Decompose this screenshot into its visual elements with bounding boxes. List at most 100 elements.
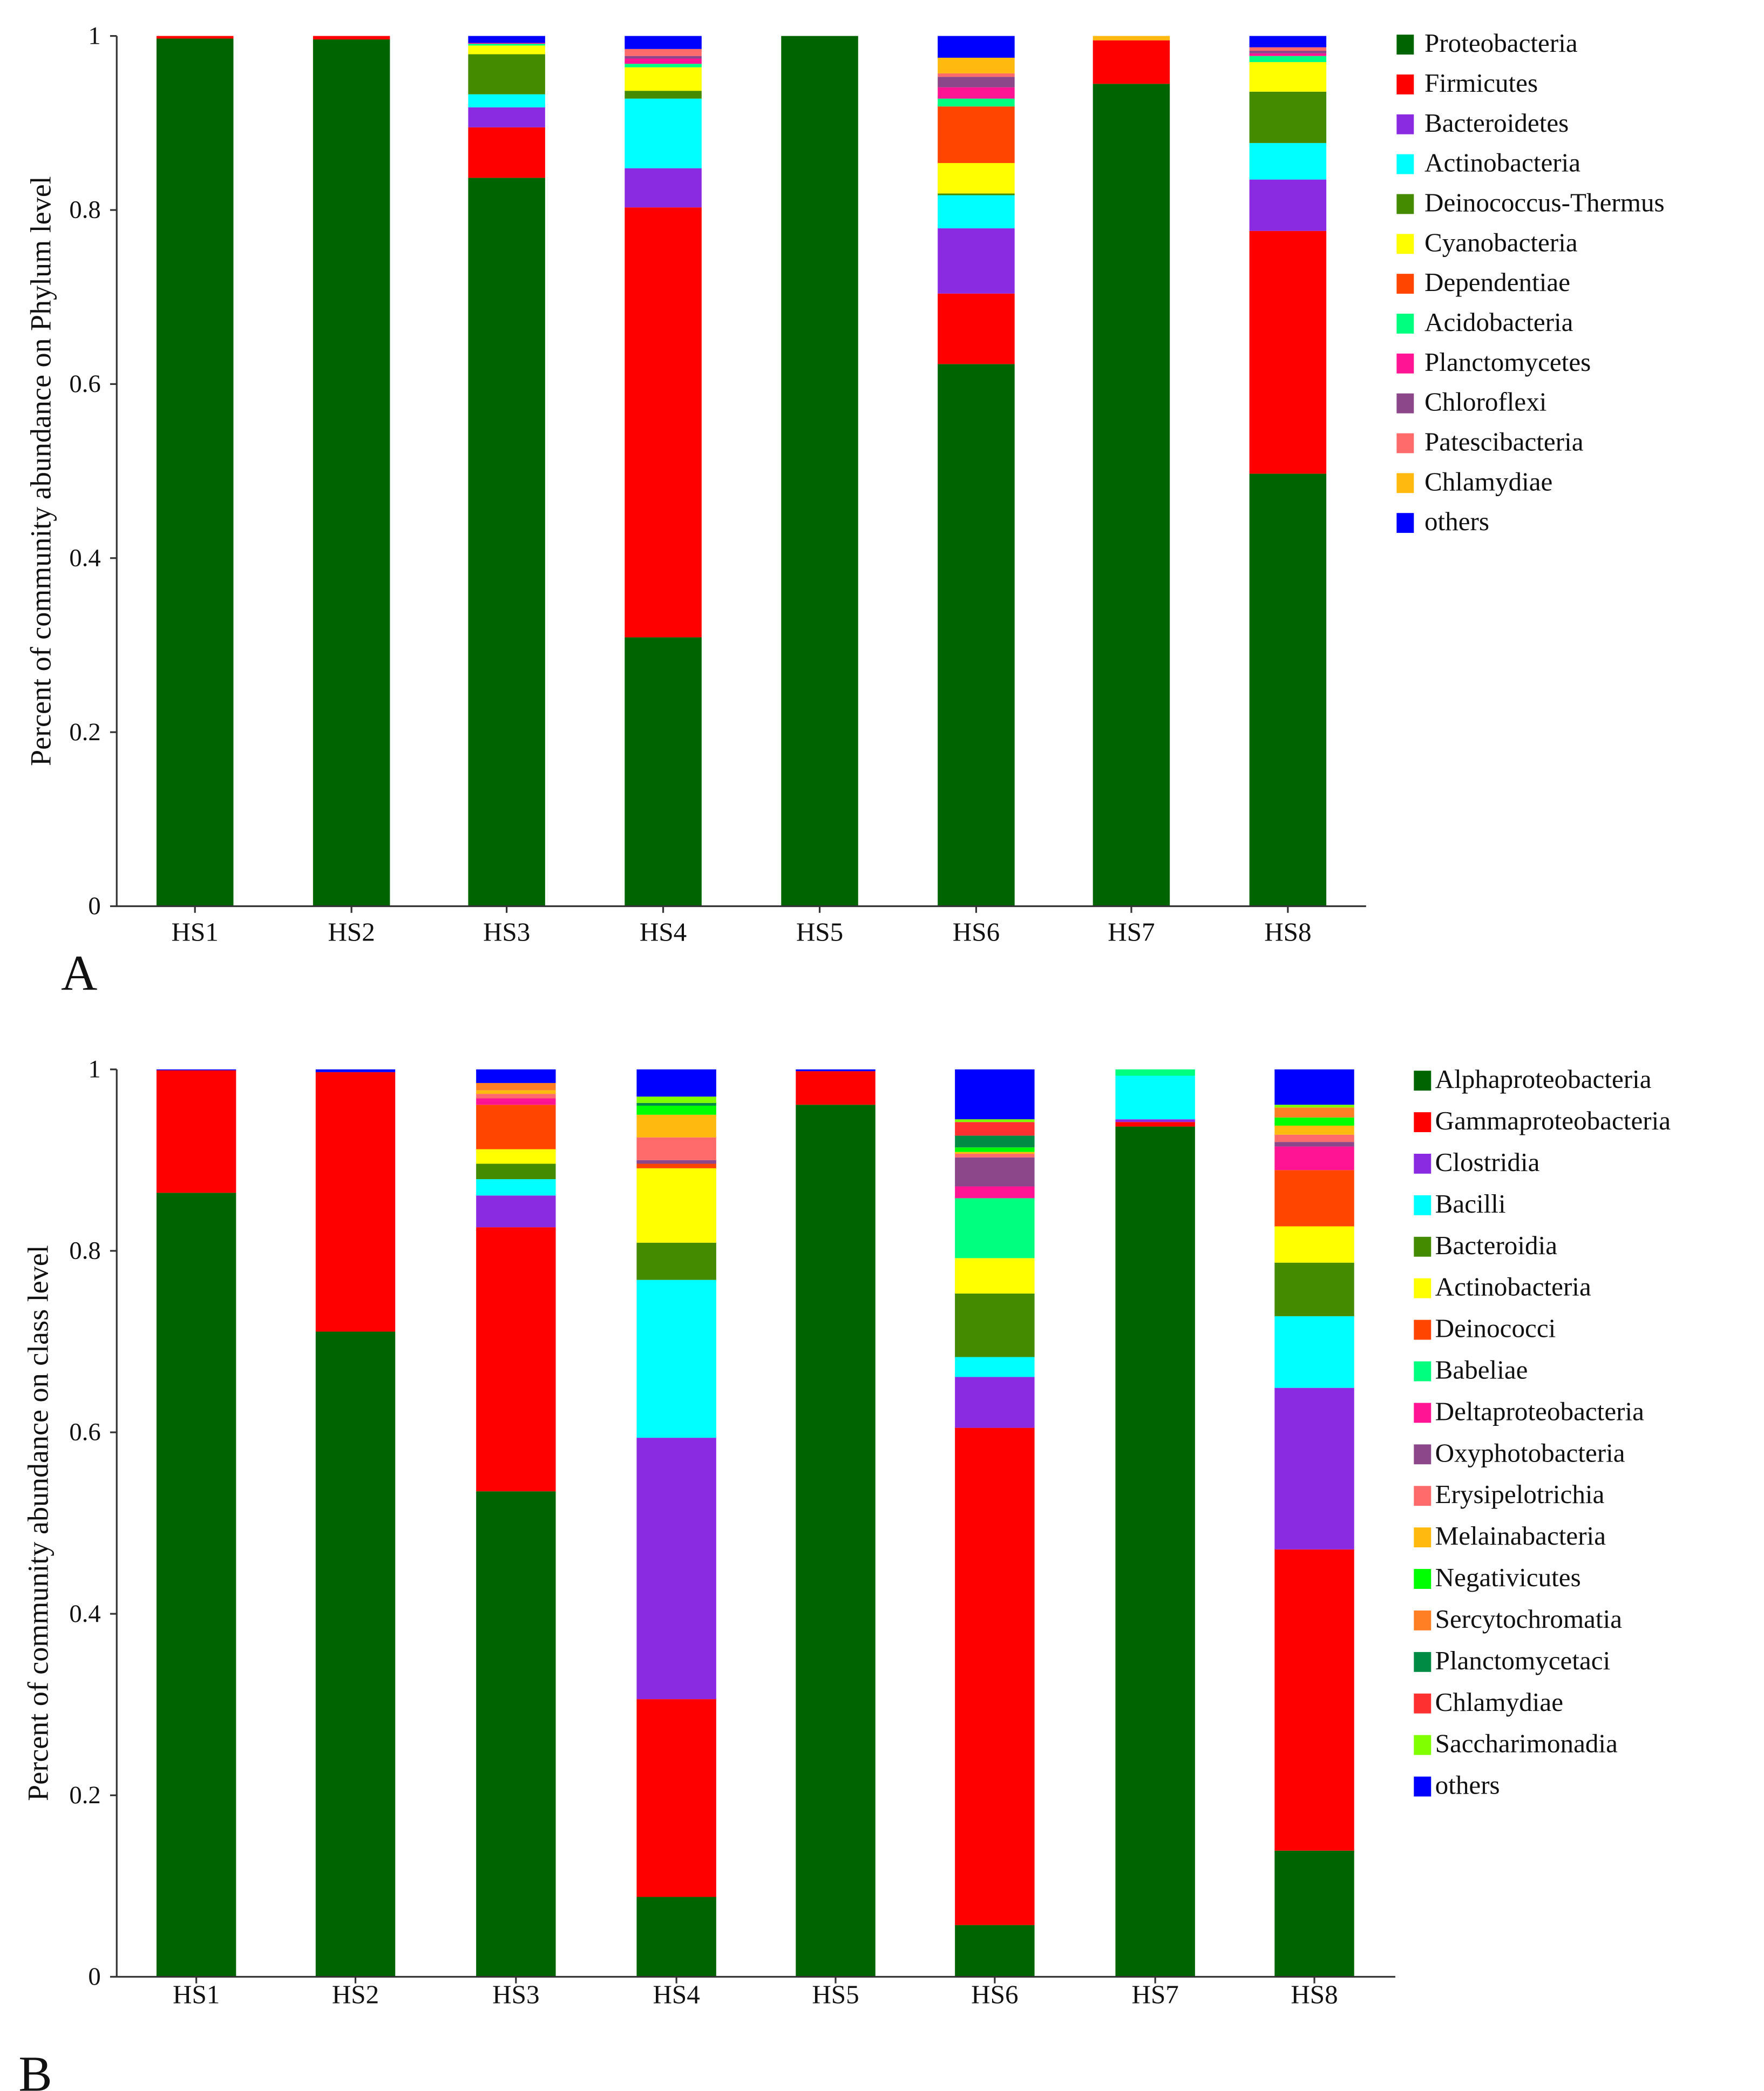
bar-segment-others bbox=[796, 1069, 876, 1072]
bar-segment-cyanobacteria bbox=[1249, 62, 1327, 92]
legend-swatch bbox=[1414, 1444, 1431, 1465]
bar-segment-deltaproteobacteria bbox=[955, 1186, 1035, 1199]
legend-item: Oxyphotobacteria bbox=[1414, 1438, 1625, 1467]
bar-segment-melainabacteria bbox=[1274, 1125, 1354, 1135]
bar-segment-bacteroidetes bbox=[938, 228, 1015, 294]
bar-segment-alphaproteobacteria bbox=[156, 1193, 236, 1977]
bar-hs5 bbox=[796, 1069, 876, 1977]
bar-segment-chlamydiae bbox=[955, 1122, 1035, 1136]
bar-segment-saccharimonadia bbox=[1274, 1105, 1354, 1108]
bar-hs8 bbox=[1274, 1069, 1354, 1977]
legend-swatch bbox=[1396, 154, 1414, 174]
bar-segment-firmicutes bbox=[156, 36, 234, 39]
y-tick-label: 0.8 bbox=[69, 1237, 100, 1265]
bar-segment-proteobacteria bbox=[938, 364, 1015, 906]
bar-segment-chloroflexi bbox=[938, 77, 1015, 87]
legend-swatch bbox=[1396, 353, 1414, 374]
bar-segment-proteobacteria bbox=[156, 38, 234, 906]
legend-label: Melainabacteria bbox=[1435, 1521, 1606, 1551]
bar-segment-alphaproteobacteria bbox=[796, 1105, 876, 1977]
y-tick-label: 0.6 bbox=[69, 370, 100, 398]
legend-label: Chlamydiae bbox=[1435, 1687, 1563, 1717]
bar-segment-firmicutes bbox=[938, 293, 1015, 364]
bar-segment-clostridia bbox=[636, 1438, 716, 1700]
x-tick-label: HS6 bbox=[971, 1980, 1018, 2009]
legend-label: Firmicutes bbox=[1424, 68, 1538, 98]
legend-label: Oxyphotobacteria bbox=[1435, 1438, 1625, 1467]
bar-segment-deinococcus-thermus bbox=[938, 193, 1015, 195]
bar-segment-alphaproteobacteria bbox=[955, 1925, 1035, 1977]
bar-segment-erysipelotrichia bbox=[476, 1094, 556, 1099]
legend-item: Dependentiae bbox=[1396, 267, 1570, 297]
legend-item: Deltaproteobacteria bbox=[1414, 1396, 1644, 1426]
bar-segment-cyanobacteria bbox=[468, 45, 545, 55]
legend-label: Acidobacteria bbox=[1424, 307, 1573, 337]
bar-segment-acidobacteria bbox=[1249, 56, 1327, 62]
bar-hs2 bbox=[315, 1069, 396, 1977]
bar-segment-proteobacteria bbox=[313, 39, 390, 906]
bar-segment-deinococcus-thermus bbox=[1249, 91, 1327, 143]
legend-label: others bbox=[1435, 1770, 1500, 1800]
bar-segment-clostridia bbox=[476, 1195, 556, 1228]
legend-label: Deinococcus-Thermus bbox=[1424, 187, 1665, 217]
bar-segment-others bbox=[476, 1069, 556, 1083]
bar-segment-actinobacteria bbox=[625, 98, 702, 168]
bar-segment-gammaproteobacteria bbox=[636, 1699, 716, 1897]
axis-lines bbox=[116, 36, 1366, 908]
legend-item: Actinobacteria bbox=[1414, 1272, 1591, 1302]
bar-segment-deinococcus-thermus bbox=[625, 91, 702, 99]
bar-hs4 bbox=[625, 36, 702, 906]
legend-swatch bbox=[1414, 1652, 1431, 1672]
legend-swatch bbox=[1396, 513, 1414, 533]
panel-label: A bbox=[61, 945, 97, 1001]
legend-label: Babeliae bbox=[1435, 1355, 1528, 1384]
bar-segment-firmicutes bbox=[468, 127, 545, 178]
bar-segment-clostridia bbox=[955, 1377, 1035, 1428]
bar-segment-chlamydiae bbox=[1093, 36, 1170, 40]
bar-segment-bacteroidia bbox=[1274, 1262, 1354, 1316]
x-tick-label: HS8 bbox=[1264, 917, 1311, 946]
bar-segment-others bbox=[955, 1069, 1035, 1120]
bar-segment-bacteroidia bbox=[476, 1163, 556, 1180]
x-tick-label: HS4 bbox=[640, 917, 687, 946]
bar-segment-others bbox=[468, 36, 545, 43]
bar-segment-firmicutes bbox=[1249, 231, 1327, 474]
bar-segment-actinobacteria bbox=[1274, 1226, 1354, 1263]
bar-segment-sercytochromatia bbox=[1274, 1107, 1354, 1118]
legend-label: Chlamydiae bbox=[1424, 466, 1552, 496]
bar-segment-bacilli bbox=[955, 1357, 1035, 1377]
y-axis-label: Percent of community abundance on class … bbox=[22, 1245, 54, 1801]
legend-swatch bbox=[1414, 1319, 1431, 1340]
bar-segment-saccharimonadia bbox=[636, 1097, 716, 1103]
legend-label: Cyanobacteria bbox=[1424, 227, 1578, 257]
x-tick-label: HS1 bbox=[172, 917, 219, 946]
y-tick-label: 0.8 bbox=[69, 196, 100, 224]
bar-segment-gammaproteobacteria bbox=[796, 1071, 876, 1105]
legend-label: Negativicutes bbox=[1435, 1562, 1581, 1592]
bar-segment-others bbox=[1249, 36, 1327, 48]
bar-segment-gammaproteobacteria bbox=[476, 1227, 556, 1492]
x-tick-label: HS2 bbox=[332, 1980, 379, 2009]
bar-segment-melainabacteria bbox=[955, 1152, 1035, 1154]
bar-segment-alphaproteobacteria bbox=[476, 1491, 556, 1977]
x-tick-label: HS6 bbox=[953, 917, 1000, 946]
legend-label: Gammaproteobacteria bbox=[1435, 1106, 1671, 1135]
bar-hs4 bbox=[636, 1069, 716, 1977]
legend-item: Patescibacteria bbox=[1396, 427, 1584, 456]
legend-swatch bbox=[1396, 194, 1414, 214]
bar-segment-planctomycetes bbox=[625, 58, 702, 64]
bar-segment-planctomycetaci bbox=[636, 1102, 716, 1106]
x-tick-label: HS1 bbox=[173, 1980, 220, 2009]
legend-item: Bacteroidia bbox=[1414, 1230, 1557, 1260]
legend-label: Bacilli bbox=[1435, 1189, 1506, 1219]
legend-label: Alphaproteobacteria bbox=[1435, 1064, 1652, 1094]
bar-segment-planctomycetes bbox=[938, 87, 1015, 99]
legend-item: Chlamydiae bbox=[1414, 1687, 1563, 1717]
bar-hs1 bbox=[156, 36, 234, 906]
panel-label: B bbox=[18, 2047, 52, 2091]
bar-segment-planctomycetes bbox=[468, 43, 545, 44]
bar-segment-patescibacteria bbox=[938, 73, 1015, 77]
bar-segment-patescibacteria bbox=[625, 49, 702, 56]
legend-item: Chlamydiae bbox=[1396, 466, 1552, 496]
bar-segment-acidobacteria bbox=[468, 44, 545, 46]
